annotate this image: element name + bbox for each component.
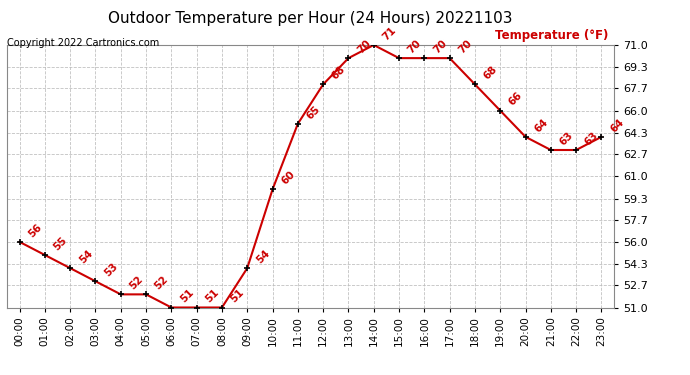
Text: 64: 64 — [609, 117, 626, 134]
Text: 60: 60 — [279, 169, 297, 187]
Text: 52: 52 — [128, 274, 145, 292]
Text: 68: 68 — [482, 64, 500, 82]
Text: 51: 51 — [229, 287, 246, 305]
Text: 68: 68 — [330, 64, 348, 82]
Text: 70: 70 — [457, 38, 474, 56]
Text: Temperature (°F): Temperature (°F) — [495, 29, 608, 42]
Text: 54: 54 — [77, 248, 95, 266]
Text: 54: 54 — [254, 248, 272, 266]
Text: 71: 71 — [381, 25, 398, 42]
Text: 56: 56 — [26, 222, 44, 239]
Text: 63: 63 — [583, 130, 600, 147]
Text: Copyright 2022 Cartronics.com: Copyright 2022 Cartronics.com — [7, 38, 159, 48]
Text: 51: 51 — [204, 287, 221, 305]
Text: 64: 64 — [533, 117, 550, 134]
Text: 70: 70 — [431, 38, 448, 56]
Text: 55: 55 — [52, 235, 69, 252]
Text: 51: 51 — [178, 287, 196, 305]
Text: 66: 66 — [507, 90, 524, 108]
Text: Outdoor Temperature per Hour (24 Hours) 20221103: Outdoor Temperature per Hour (24 Hours) … — [108, 11, 513, 26]
Text: 52: 52 — [153, 274, 170, 292]
Text: 63: 63 — [558, 130, 575, 147]
Text: 70: 70 — [355, 38, 373, 56]
Text: 65: 65 — [305, 104, 322, 121]
Text: 70: 70 — [406, 38, 424, 56]
Text: 53: 53 — [102, 261, 120, 279]
